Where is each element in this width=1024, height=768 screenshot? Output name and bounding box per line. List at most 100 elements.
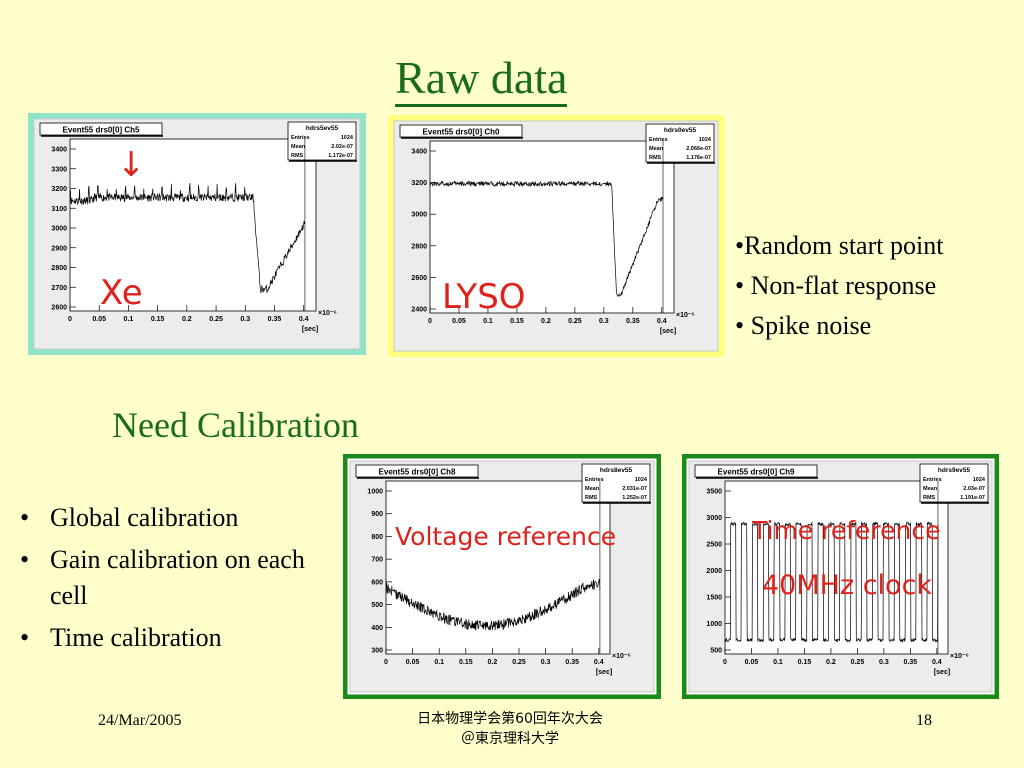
x-tick-label: 0.4 [657,318,667,325]
observation-list: •Random start point • Non-flat response … [735,226,943,346]
list-item: • Global calibration [20,500,330,536]
y-tick-label: 2600 [51,305,67,312]
list-item-text: Gain calibration on each cell [50,545,305,610]
observation-item: • Spike noise [735,311,872,340]
x-tick-label: 0.25 [512,659,526,666]
stats-label: Entries [649,137,668,143]
stats-value: 2.02e-07 [331,144,353,150]
x-exponent-label: ×10⁻⁶ [950,653,969,660]
x-exponent-label: ×10⁻⁶ [612,653,631,660]
y-tick-label: 700 [371,557,383,564]
stats-label: Mean [649,146,664,152]
stats-label: RMS [923,495,936,501]
stats-value: 1024 [341,135,354,141]
list-item-text: Global calibration [50,503,239,532]
plot-frame-lyso: Event55 drs0[0] Ch0 hdrs0ev55 Entries 1024 M… [388,115,724,357]
stats-value: 1.191e-07 [960,495,985,501]
x-tick-label: 0.05 [406,659,420,666]
bullet-icon: • [20,623,30,652]
x-tick-label: 0.3 [599,318,609,325]
y-tick-label: 800 [371,534,383,541]
x-exponent-label: ×10⁻⁶ [318,310,337,317]
y-tick-label: 500 [371,602,383,609]
plot-label-time: Time reference [752,516,941,545]
stats-label: Entries [291,135,310,141]
x-unit-label: [sec] [660,328,676,335]
y-tick-label: 2900 [51,245,67,252]
footer-date: 24/Mar/2005 [98,712,182,729]
x-tick-label: 0 [428,318,432,325]
plot-title-box [399,124,523,138]
x-tick-label: 0.1 [434,659,444,666]
y-tick-label: 2000 [706,568,722,575]
x-tick-label: 0.35 [565,659,579,666]
x-tick-label: 0.25 [568,318,582,325]
plot-frame-voltage: Event55 drs0[0] Ch8 hdrs8ev55 Entries 1024 M… [343,454,661,699]
stats-box [645,123,715,163]
plot-title-text: Event55 drs0[0] Ch9 [718,468,795,477]
y-tick-label: 3000 [51,226,67,233]
plot-label-xe: Xe [100,273,143,313]
stats-name: hdrs8ev55 [600,467,633,474]
plot-title-text: Event55 drs0[0] Ch0 [423,128,500,137]
y-tick-label: 2500 [706,542,722,549]
y-tick-label: 300 [371,648,383,655]
x-unit-label: [sec] [302,326,318,333]
plot-title-box [694,464,818,478]
stats-value: 1.176e-07 [686,155,711,161]
stats-box [287,121,357,161]
y-tick-label: 500 [710,648,722,655]
stats-label: RMS [291,153,304,159]
slide-title: Raw data [395,52,568,107]
x-tick-label: 0.35 [268,316,282,323]
x-tick-label: 0.05 [92,316,106,323]
x-tick-label: 0 [384,659,388,666]
plot-frame-xe: Event55 drs0[0] Ch5 hdrs5ev55 Entries 1024 M… [28,113,366,355]
stats-label: RMS [649,155,662,161]
plot-title-text: Event55 drs0[0] Ch5 [63,126,140,135]
waveform-plot-voltage: Event55 drs0[0] Ch8 hdrs8ev55 Entries 1024 M… [346,457,658,696]
waveform-trace [724,521,939,643]
y-tick-label: 3200 [411,180,427,187]
x-tick-label: 0.35 [626,318,640,325]
stats-label: RMS [585,495,598,501]
y-tick-label: 2800 [411,243,427,250]
y-tick-label: 3200 [51,186,67,193]
y-tick-label: 3000 [706,515,722,522]
x-unit-label: [sec] [596,669,612,676]
x-tick-label: 0.3 [541,659,551,666]
y-tick-label: 2700 [51,285,67,292]
y-tick-label: 600 [371,579,383,586]
plot-label-voltage: Voltage reference [395,522,617,551]
y-tick-label: 1500 [706,595,722,602]
stats-value: 2.031e-07 [622,486,647,492]
x-tick-label: 0 [68,316,72,323]
stats-box [581,463,651,503]
x-tick-label: 0.4 [932,659,942,666]
x-tick-label: 0.1 [773,659,783,666]
x-tick-label: 0.2 [541,318,551,325]
plot-title-box [355,464,479,478]
bullet-icon: • [20,503,30,532]
calibration-list: • Global calibration • Gain calibration … [20,500,330,662]
footer-page-number: 18 [916,712,932,729]
stats-name: hdrs9ev55 [938,467,971,474]
x-tick-label: 0.2 [488,659,498,666]
y-tick-label: 3400 [51,147,67,154]
stats-label: Entries [923,477,942,483]
observation-item: • Non-flat response [735,271,937,300]
plot-area [385,480,611,655]
waveform-trace [69,183,306,294]
plot-area [429,140,675,314]
list-item-text: Time calibration [50,623,222,652]
x-tick-label: 0.15 [151,316,165,323]
bullet-icon: • [20,545,30,574]
y-tick-label: 3100 [51,206,67,213]
plot-label-lyso: LYSO [442,277,526,317]
plot-frame-time: Event55 drs0[0] Ch9 hdrs9ev55 Entries 1024 M… [682,454,999,699]
plot-area [69,138,317,312]
section-heading: Need Calibration [112,405,359,445]
stats-label: Mean [923,486,938,492]
y-tick-label: 1000 [367,489,383,496]
y-tick-label: 2800 [51,265,67,272]
